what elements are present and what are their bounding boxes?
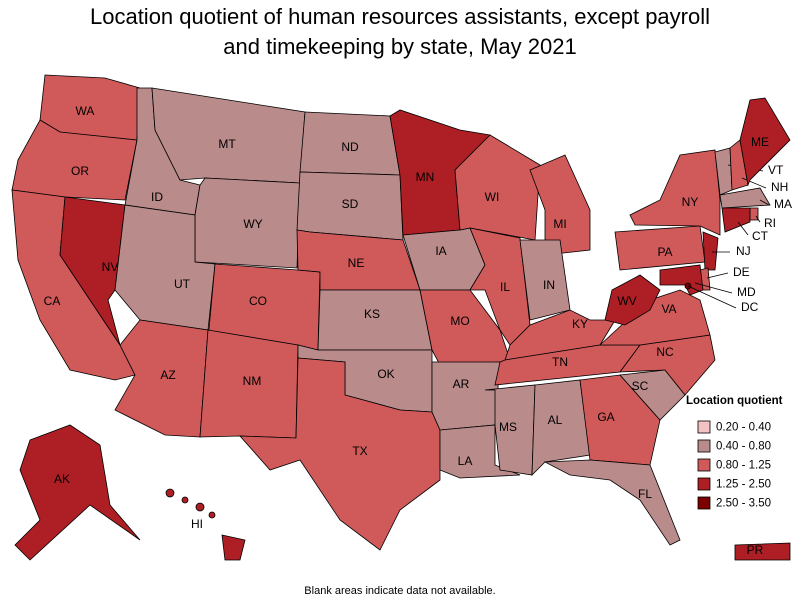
state-label: IA (435, 244, 446, 258)
legend-label: 2.50 - 3.50 (716, 498, 771, 510)
state-shape (181, 496, 189, 504)
state-label: PR (747, 543, 764, 557)
state-label: OR (71, 164, 89, 178)
leader-line (759, 199, 770, 206)
state-label: NC (656, 345, 674, 359)
state-label: CO (249, 294, 267, 308)
state-label: SD (342, 197, 359, 211)
state-label: MO (450, 314, 469, 328)
state-label: NM (243, 374, 262, 388)
state-label: WI (485, 190, 500, 204)
state-label: TN (552, 355, 568, 369)
state-label: MA (774, 197, 792, 211)
footnote: Blank areas indicate data not available. (304, 585, 495, 597)
state-shape (749, 207, 759, 221)
state-shape (195, 502, 205, 512)
state-shape (208, 511, 216, 519)
legend-label: 0.40 - 0.80 (716, 441, 771, 453)
state-label: ND (341, 140, 359, 154)
state-shape (702, 231, 719, 271)
state-label: DE (733, 265, 750, 279)
state-label: VT (768, 163, 784, 177)
state-shape (531, 379, 591, 476)
state-label: UT (174, 277, 191, 291)
state-shape (114, 204, 216, 331)
state-label: NJ (736, 244, 751, 258)
state-label: IL (500, 280, 510, 294)
state-label: LA (458, 454, 473, 468)
legend-swatch (697, 439, 711, 453)
state-label: MD (737, 285, 756, 299)
legend-label: 0.20 - 0.40 (716, 422, 771, 434)
legend-label: 1.25 - 2.50 (716, 479, 771, 491)
legend-title: Location quotient (686, 395, 783, 407)
state-label: KY (572, 317, 588, 331)
state-label: MS (499, 420, 517, 434)
state-label: AZ (160, 368, 175, 382)
state-label: NE (348, 256, 365, 270)
state-shape (734, 542, 791, 561)
state-label: CA (44, 294, 61, 308)
state-label: GA (597, 410, 614, 424)
state-shape (431, 361, 501, 431)
state-label: WA (76, 104, 95, 118)
state-label: NV (102, 260, 119, 274)
state-label: AR (453, 377, 470, 391)
state-label: RI (764, 216, 776, 230)
state-label: DC (741, 300, 759, 314)
state-shape (239, 357, 441, 551)
state-label: ME (751, 135, 769, 149)
state-label: NH (771, 180, 788, 194)
state-label: VA (661, 302, 676, 316)
state-label: HI (191, 517, 203, 531)
state-label: IN (543, 278, 555, 292)
state-shape (721, 207, 751, 233)
state-label: AL (548, 413, 563, 427)
legend-swatch (697, 496, 711, 510)
state-label: SC (632, 379, 649, 393)
leader-line (706, 272, 729, 279)
leader-line (687, 285, 737, 309)
state-label: WV (617, 294, 636, 308)
state-label: KS (364, 307, 380, 321)
state-shape (604, 274, 661, 326)
state-label: MI (553, 217, 566, 231)
state-shape (739, 97, 791, 187)
leader-line (694, 282, 733, 294)
legend-label: 0.80 - 1.25 (716, 460, 771, 472)
state-label: MN (416, 170, 435, 184)
state-shape (543, 459, 681, 546)
leader-line (755, 215, 761, 223)
state-label: FL (638, 487, 652, 501)
leader-line (737, 221, 749, 236)
state-label: MT (218, 137, 236, 151)
state-label: ID (151, 190, 163, 204)
legend-swatch (697, 477, 711, 491)
state-label: NY (682, 195, 699, 209)
map-title: Location quotient of human resources ass… (89, 4, 711, 59)
legend-swatch (697, 420, 711, 434)
state-label: OK (377, 367, 394, 381)
state-shape (221, 534, 246, 561)
state-shape (14, 424, 141, 561)
state-shape (719, 187, 771, 209)
state-label: PA (657, 245, 672, 259)
state-label: WY (243, 217, 262, 231)
leader-line (741, 177, 767, 189)
state-label: TX (352, 444, 367, 458)
legend-swatch (697, 458, 711, 472)
state-label: AK (54, 472, 70, 486)
state-shape (151, 87, 306, 184)
state-shape (11, 119, 138, 201)
state-label: CT (752, 229, 769, 243)
state-shape (529, 154, 591, 256)
state-shape (165, 488, 175, 498)
state-shape (629, 149, 721, 236)
state-shape (659, 264, 704, 296)
